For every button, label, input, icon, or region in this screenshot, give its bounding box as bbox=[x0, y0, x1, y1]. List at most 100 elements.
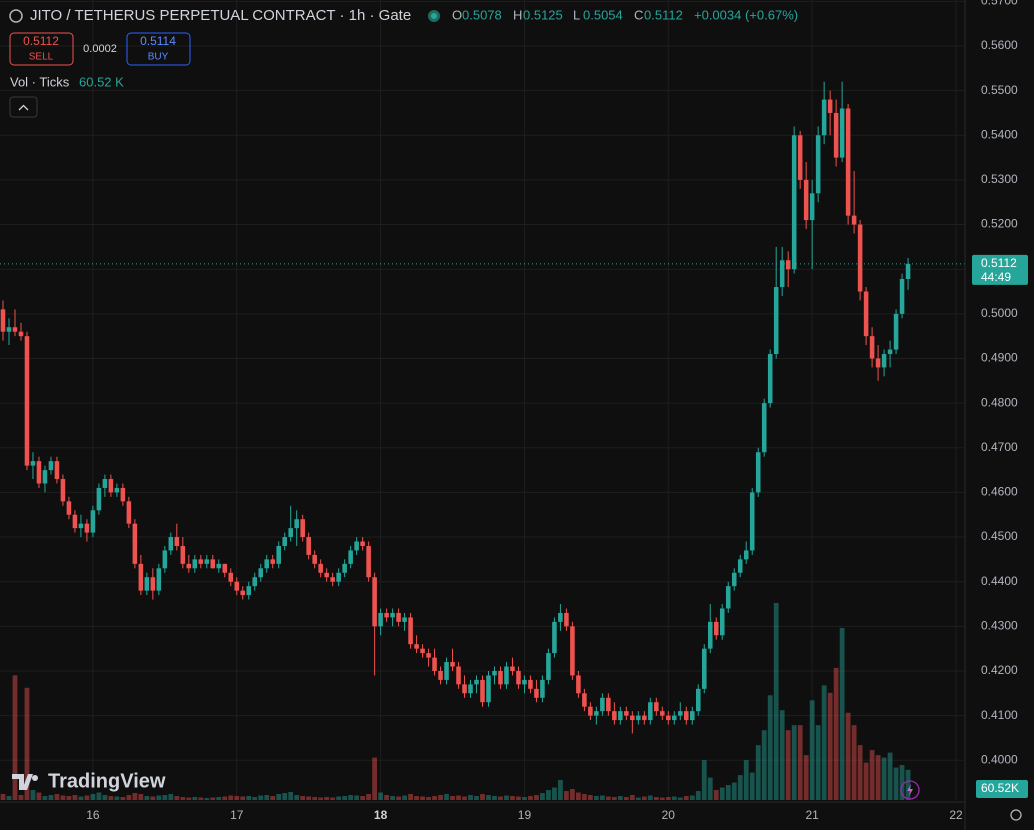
candle-body bbox=[486, 675, 491, 703]
volume-bar bbox=[78, 796, 84, 800]
volume-bar bbox=[857, 745, 863, 800]
candle-body bbox=[606, 697, 611, 712]
sell-button[interactable] bbox=[9, 32, 74, 66]
spread: 0.0002 bbox=[83, 43, 117, 55]
ohlc-letter: L bbox=[573, 7, 580, 22]
volume-bar bbox=[444, 794, 449, 800]
candle-body bbox=[126, 501, 132, 524]
candle-body bbox=[833, 112, 839, 158]
candle-body bbox=[90, 510, 96, 533]
candle-body bbox=[678, 711, 683, 716]
volume-bar bbox=[180, 797, 186, 800]
candle-body bbox=[312, 554, 317, 564]
candle-body bbox=[719, 608, 725, 636]
ohlc-value: 0.5125 bbox=[523, 7, 563, 22]
candle-body bbox=[821, 99, 827, 136]
volume-bar bbox=[809, 700, 815, 800]
candle-body bbox=[791, 135, 797, 270]
volume-bar bbox=[647, 795, 653, 800]
volume-bar bbox=[462, 796, 467, 800]
candle-body bbox=[336, 572, 341, 582]
alert-icon[interactable] bbox=[900, 780, 920, 800]
volume-pane bbox=[0, 603, 911, 800]
volume-bar bbox=[126, 795, 132, 800]
volume-bar bbox=[665, 797, 671, 800]
volume-bar bbox=[839, 627, 845, 800]
volume-bar bbox=[558, 780, 563, 800]
candle-body bbox=[414, 644, 419, 649]
candle-body bbox=[510, 666, 515, 671]
volume-bar bbox=[899, 765, 905, 800]
candle-body bbox=[797, 135, 803, 180]
candle-body bbox=[420, 648, 425, 654]
volume-bar bbox=[336, 796, 342, 800]
symbol-icon[interactable] bbox=[9, 9, 23, 23]
candle-body bbox=[234, 581, 240, 591]
volume-bar bbox=[264, 795, 270, 800]
volume-bar bbox=[785, 730, 791, 800]
volume-bar bbox=[581, 794, 587, 800]
collapse-button[interactable] bbox=[9, 96, 38, 118]
buy-button[interactable] bbox=[126, 32, 191, 66]
candle-body bbox=[132, 523, 138, 564]
candle-body bbox=[276, 545, 281, 564]
candle-body bbox=[636, 715, 641, 721]
volume-bar bbox=[420, 796, 425, 800]
volume-bar bbox=[623, 797, 629, 800]
volume-bar bbox=[192, 797, 198, 800]
volume-bar bbox=[24, 687, 30, 800]
y-tick-label: 0.4300 bbox=[981, 619, 1018, 633]
candle-body bbox=[690, 711, 695, 721]
candle-body bbox=[612, 711, 617, 721]
candle-body bbox=[474, 679, 479, 685]
candle-body bbox=[456, 666, 461, 685]
candle-body bbox=[779, 260, 785, 288]
volume-bar bbox=[546, 790, 551, 800]
candle-body bbox=[24, 336, 30, 466]
y-tick-label: 0.4600 bbox=[981, 485, 1018, 499]
volume-bar bbox=[324, 797, 330, 800]
volume-bar bbox=[366, 794, 372, 800]
candle-body bbox=[36, 461, 42, 484]
volume-bar bbox=[270, 796, 276, 800]
volume-bar bbox=[851, 725, 857, 800]
volume-bar bbox=[306, 796, 312, 800]
candle-body bbox=[42, 470, 48, 484]
volume-bar bbox=[605, 796, 611, 800]
candle-body bbox=[684, 711, 689, 721]
candle-body bbox=[12, 327, 18, 332]
candle-body bbox=[701, 648, 707, 689]
settings-icon[interactable] bbox=[1010, 809, 1022, 821]
candle-body bbox=[240, 590, 246, 596]
volume-bar bbox=[72, 795, 78, 800]
ohlc-value: 0.5112 bbox=[644, 7, 683, 22]
candle-body bbox=[642, 715, 647, 721]
volume-bar bbox=[342, 796, 348, 800]
volume-bar bbox=[288, 792, 294, 800]
volume-bar bbox=[617, 796, 623, 800]
volume-bar bbox=[204, 798, 210, 800]
volume-bar bbox=[713, 790, 719, 800]
volume-bar bbox=[516, 796, 521, 800]
volume-bar bbox=[659, 797, 665, 800]
caret-icon bbox=[18, 104, 29, 111]
volume-bar bbox=[390, 796, 395, 800]
candle-body bbox=[803, 179, 809, 221]
candle-body bbox=[348, 550, 353, 564]
volume-bar bbox=[504, 795, 509, 800]
volume-bar bbox=[893, 767, 899, 800]
volume-bar bbox=[629, 795, 635, 800]
candle-body bbox=[857, 224, 863, 292]
candle-body bbox=[438, 670, 443, 680]
candle-body bbox=[210, 559, 216, 569]
volume-bar bbox=[737, 775, 743, 800]
candle-body bbox=[54, 461, 60, 480]
candle-body bbox=[138, 563, 144, 591]
volume-bar bbox=[641, 796, 647, 800]
candle-body bbox=[270, 559, 275, 564]
x-tick-label: 20 bbox=[662, 808, 676, 822]
volume-bar bbox=[887, 752, 893, 800]
